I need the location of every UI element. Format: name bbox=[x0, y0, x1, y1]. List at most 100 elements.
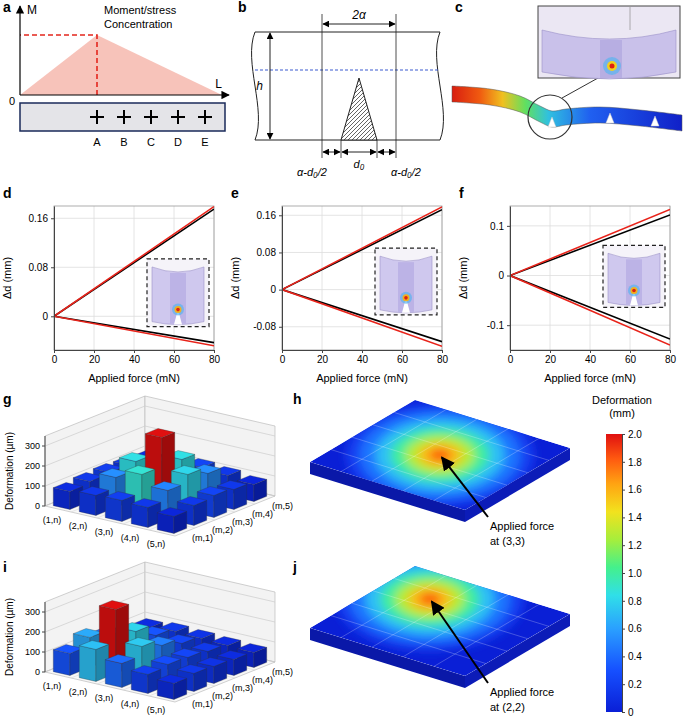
tick-mark bbox=[507, 276, 510, 277]
tick-label: 20 bbox=[545, 354, 557, 365]
bar-top bbox=[177, 497, 206, 506]
tick: 0.6 bbox=[622, 623, 642, 634]
category-label: (m,1) bbox=[192, 533, 213, 543]
colorbar-scale bbox=[606, 434, 622, 712]
tick-mark bbox=[622, 629, 625, 630]
z-axis-title: Deformation (µm) bbox=[4, 598, 15, 676]
tick-label: 40 bbox=[357, 354, 369, 365]
tick-mark bbox=[322, 350, 323, 353]
tick: 40 bbox=[357, 350, 369, 365]
contour bbox=[390, 428, 489, 482]
inset-frame bbox=[147, 259, 209, 327]
tick: 0.4 bbox=[622, 651, 642, 662]
tick-mark bbox=[622, 545, 625, 546]
axis-line bbox=[54, 207, 55, 351]
tick-label: -0.1 bbox=[487, 320, 505, 331]
dimension-arrow bbox=[270, 33, 271, 139]
tick: 0.2 bbox=[622, 679, 642, 690]
tick: 1.2 bbox=[622, 540, 642, 551]
tick: 80 bbox=[665, 350, 677, 365]
dimension-label: 2α bbox=[351, 8, 367, 22]
notch bbox=[548, 117, 556, 127]
y-axis bbox=[19, 6, 20, 95]
bar-face bbox=[105, 497, 122, 522]
tick-mark bbox=[622, 573, 625, 574]
bar bbox=[105, 492, 134, 522]
inset-band bbox=[398, 262, 414, 312]
panel-c bbox=[452, 6, 682, 139]
bar-top bbox=[73, 473, 102, 482]
tick-mark bbox=[279, 252, 282, 253]
tick-label: 1.6 bbox=[628, 484, 642, 495]
tick-label: 0.8 bbox=[628, 596, 642, 607]
tick-label: 60 bbox=[169, 354, 181, 365]
category-label: (m,2) bbox=[212, 525, 233, 535]
annotation-arrow bbox=[432, 601, 488, 683]
stress-spot bbox=[603, 57, 621, 75]
tick-label: 0 bbox=[42, 311, 48, 322]
tick: -0.08 bbox=[253, 321, 282, 332]
tick-label: 0 bbox=[52, 354, 58, 365]
deformation-field bbox=[336, 547, 524, 651]
grid-line bbox=[282, 215, 442, 216]
tick-label: 100 bbox=[25, 647, 40, 657]
bar-top bbox=[217, 651, 246, 660]
x-axis: 020406080 bbox=[280, 350, 449, 365]
tick-mark bbox=[622, 434, 625, 435]
grid bbox=[54, 206, 214, 350]
bar-top bbox=[157, 508, 186, 517]
plot-frame bbox=[54, 206, 214, 350]
tick-mark bbox=[214, 350, 215, 353]
tick: 0 bbox=[42, 311, 54, 322]
panel-label: d bbox=[3, 185, 12, 201]
panel-label: f bbox=[459, 185, 464, 201]
tick-mark bbox=[550, 350, 551, 353]
x-axis bbox=[20, 94, 229, 95]
y-axis-title: Δd (mm) bbox=[1, 257, 13, 299]
tick-label: 60 bbox=[625, 354, 637, 365]
category-label: (5,n) bbox=[147, 705, 166, 715]
bar-top bbox=[99, 601, 128, 610]
stress-spot bbox=[631, 287, 638, 294]
inset-beam bbox=[152, 267, 204, 325]
tick-mark bbox=[622, 684, 625, 685]
panel-label: a bbox=[3, 0, 11, 15]
stress-spot bbox=[628, 284, 640, 296]
stress-spot bbox=[403, 294, 410, 301]
category-label: (3,n) bbox=[95, 693, 114, 703]
stress-spot bbox=[404, 296, 408, 300]
y-axis-title: Δd (mm) bbox=[229, 257, 241, 299]
y-axis: 00.080.16 bbox=[29, 207, 55, 351]
tick-mark bbox=[42, 672, 45, 673]
grid-line bbox=[282, 326, 442, 327]
tick-label: 0.16 bbox=[257, 210, 277, 221]
colorbar-axis: 00.20.40.60.81.01.21.41.61.82.0 bbox=[622, 429, 642, 718]
notch bbox=[341, 78, 377, 140]
tick-label: 0 bbox=[280, 354, 286, 365]
moment-distribution bbox=[20, 35, 222, 95]
bar bbox=[131, 499, 160, 528]
tick-label: 0.16 bbox=[29, 213, 49, 224]
bar-top bbox=[125, 466, 154, 475]
tick-label: 300 bbox=[25, 607, 40, 617]
line-panel: 02040608000.080.16Applied force (mN)Δd (… bbox=[1, 206, 220, 384]
bar bbox=[131, 666, 160, 694]
axis-title: L bbox=[215, 77, 222, 91]
line-panel: 020406080-0.100.1Applied force (mN)Δd (m… bbox=[457, 206, 676, 384]
tick-label: 80 bbox=[209, 354, 221, 365]
tick-label: -0.08 bbox=[253, 321, 276, 332]
fem-inset bbox=[375, 248, 437, 315]
stress-spot bbox=[175, 306, 182, 313]
dimension-arrow bbox=[378, 152, 395, 153]
inset-frame bbox=[603, 245, 665, 307]
plate-line bbox=[403, 429, 508, 491]
tick: 1.0 bbox=[622, 568, 642, 579]
bar-top bbox=[105, 492, 134, 501]
plate-line bbox=[373, 425, 528, 473]
inset-beam bbox=[542, 30, 676, 79]
category-label: (m,3) bbox=[232, 517, 253, 527]
tick-mark bbox=[174, 350, 175, 353]
tick-mark bbox=[590, 350, 591, 353]
tick-label: 60 bbox=[397, 354, 409, 365]
peak-marker bbox=[20, 35, 97, 95]
